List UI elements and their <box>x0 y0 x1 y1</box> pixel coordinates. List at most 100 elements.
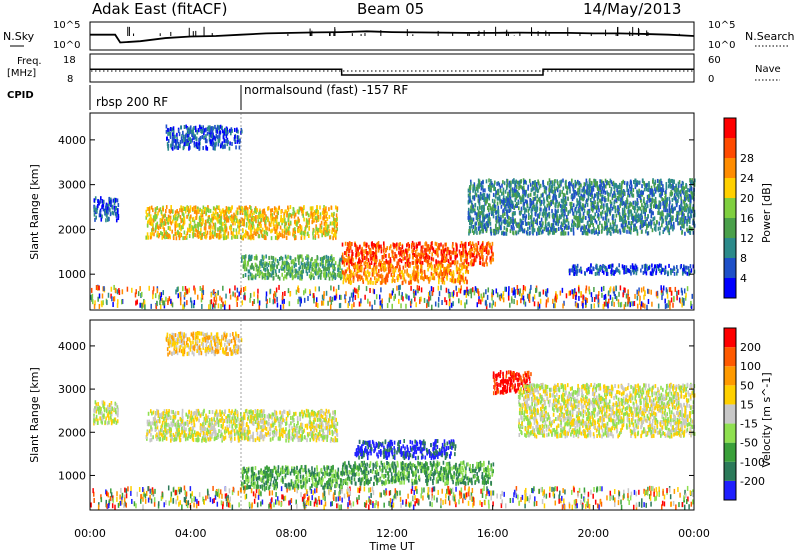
scatter-cell <box>537 304 539 310</box>
scatter-cell <box>405 293 407 299</box>
scatter-cell <box>462 253 464 258</box>
scatter-cell <box>632 301 634 307</box>
scatter-cell <box>348 300 350 306</box>
scatter-cell <box>519 195 521 200</box>
scatter-cell <box>361 266 363 271</box>
scatter-cell <box>161 298 163 304</box>
scatter-cell <box>682 189 685 194</box>
scatter-cell <box>183 135 185 140</box>
scatter-cell <box>446 272 449 277</box>
scatter-cell <box>356 273 358 278</box>
scatter-cell <box>688 198 690 203</box>
scatter-cell <box>374 299 376 305</box>
scatter-cell <box>343 275 345 280</box>
scatter-cell <box>252 217 255 222</box>
scatter-cell <box>252 234 254 239</box>
scatter-cell <box>194 134 196 139</box>
scatter-cell <box>349 281 352 286</box>
scatter-cell <box>610 180 613 185</box>
scatter-cell <box>562 303 564 309</box>
scatter-cell <box>420 264 423 269</box>
scatter-cell <box>485 214 487 219</box>
scatter-cell <box>411 249 414 254</box>
scatter-cell <box>350 260 352 265</box>
scatter-cell <box>459 255 462 260</box>
scatter-cell <box>613 290 616 296</box>
scatter-cell <box>98 213 101 218</box>
scatter-cell <box>196 229 199 234</box>
scatter-cell <box>204 219 207 224</box>
scatter-cell <box>112 302 114 308</box>
scatter-cell <box>166 142 169 147</box>
scatter-cell <box>477 251 480 256</box>
scatter-cell <box>633 216 636 221</box>
scatter-cell <box>313 275 315 280</box>
scatter-cell <box>440 249 443 254</box>
scatter-cell <box>182 224 184 229</box>
scatter-cell <box>359 274 362 279</box>
scatter-cell <box>682 206 684 211</box>
scatter-cell <box>108 217 110 222</box>
scatter-cell <box>390 263 393 268</box>
scatter-cell <box>415 264 417 269</box>
scatter-cell <box>277 235 280 240</box>
scatter-cell <box>222 135 225 140</box>
scatter-cell <box>360 298 362 304</box>
scatter-cell <box>209 232 212 237</box>
scatter-cell <box>306 232 309 237</box>
scatter-cell <box>635 219 638 224</box>
scatter-cell <box>169 126 172 131</box>
scatter-cell <box>500 214 502 219</box>
scatter-cell <box>447 288 450 294</box>
scatter-cell <box>213 146 216 151</box>
scatter-cell <box>480 299 482 305</box>
scatter-cell <box>98 201 100 206</box>
scatter-cell <box>320 300 323 306</box>
scatter-cell <box>524 216 527 221</box>
scatter-cell <box>217 227 219 232</box>
scatter-cell <box>150 205 153 210</box>
scatter-cell <box>300 206 302 211</box>
scatter-cell <box>575 291 578 297</box>
scatter-cell <box>486 193 489 198</box>
scatter-cell <box>156 206 159 211</box>
scatter-cell <box>547 212 550 217</box>
scatter-cell <box>215 234 218 239</box>
scatter-cell <box>185 139 187 144</box>
scatter-cell <box>329 271 332 276</box>
scatter-cell <box>98 293 101 299</box>
scatter-cell <box>445 287 448 293</box>
scatter-cell <box>417 288 419 294</box>
scatter-cell <box>151 227 154 232</box>
scatter-cell <box>406 253 408 258</box>
scatter-cell <box>221 209 223 214</box>
scatter-cell <box>467 262 470 267</box>
scatter-cell <box>567 225 569 230</box>
scatter-cell <box>413 242 415 247</box>
scatter-cell <box>264 223 267 228</box>
scatter-cell <box>180 136 183 141</box>
scatter-cell <box>465 289 467 295</box>
scatter-cell <box>340 294 342 300</box>
scatter-cell <box>392 277 394 282</box>
scatter-cell <box>288 301 291 307</box>
scatter-cell <box>303 297 306 303</box>
scatter-cell <box>152 286 155 292</box>
scatter-cell <box>316 207 319 212</box>
scatter-cell <box>232 228 235 233</box>
scatter-cell <box>351 252 354 257</box>
scatter-cell <box>385 258 388 263</box>
scatter-cell <box>467 217 470 222</box>
scatter-cell <box>675 214 678 219</box>
scatter-cell <box>545 302 548 308</box>
scatter-cell <box>480 183 483 188</box>
scatter-cell <box>230 224 232 229</box>
scatter-cell <box>680 287 683 293</box>
scatter-cell <box>388 254 390 259</box>
scatter-cell <box>407 273 410 278</box>
scatter-cell <box>519 224 521 229</box>
scatter-cell <box>559 192 562 197</box>
scatter-cell <box>594 200 596 205</box>
cpid-segment-1: rbsp 200 RF <box>96 95 168 109</box>
scatter-cell <box>477 288 479 294</box>
